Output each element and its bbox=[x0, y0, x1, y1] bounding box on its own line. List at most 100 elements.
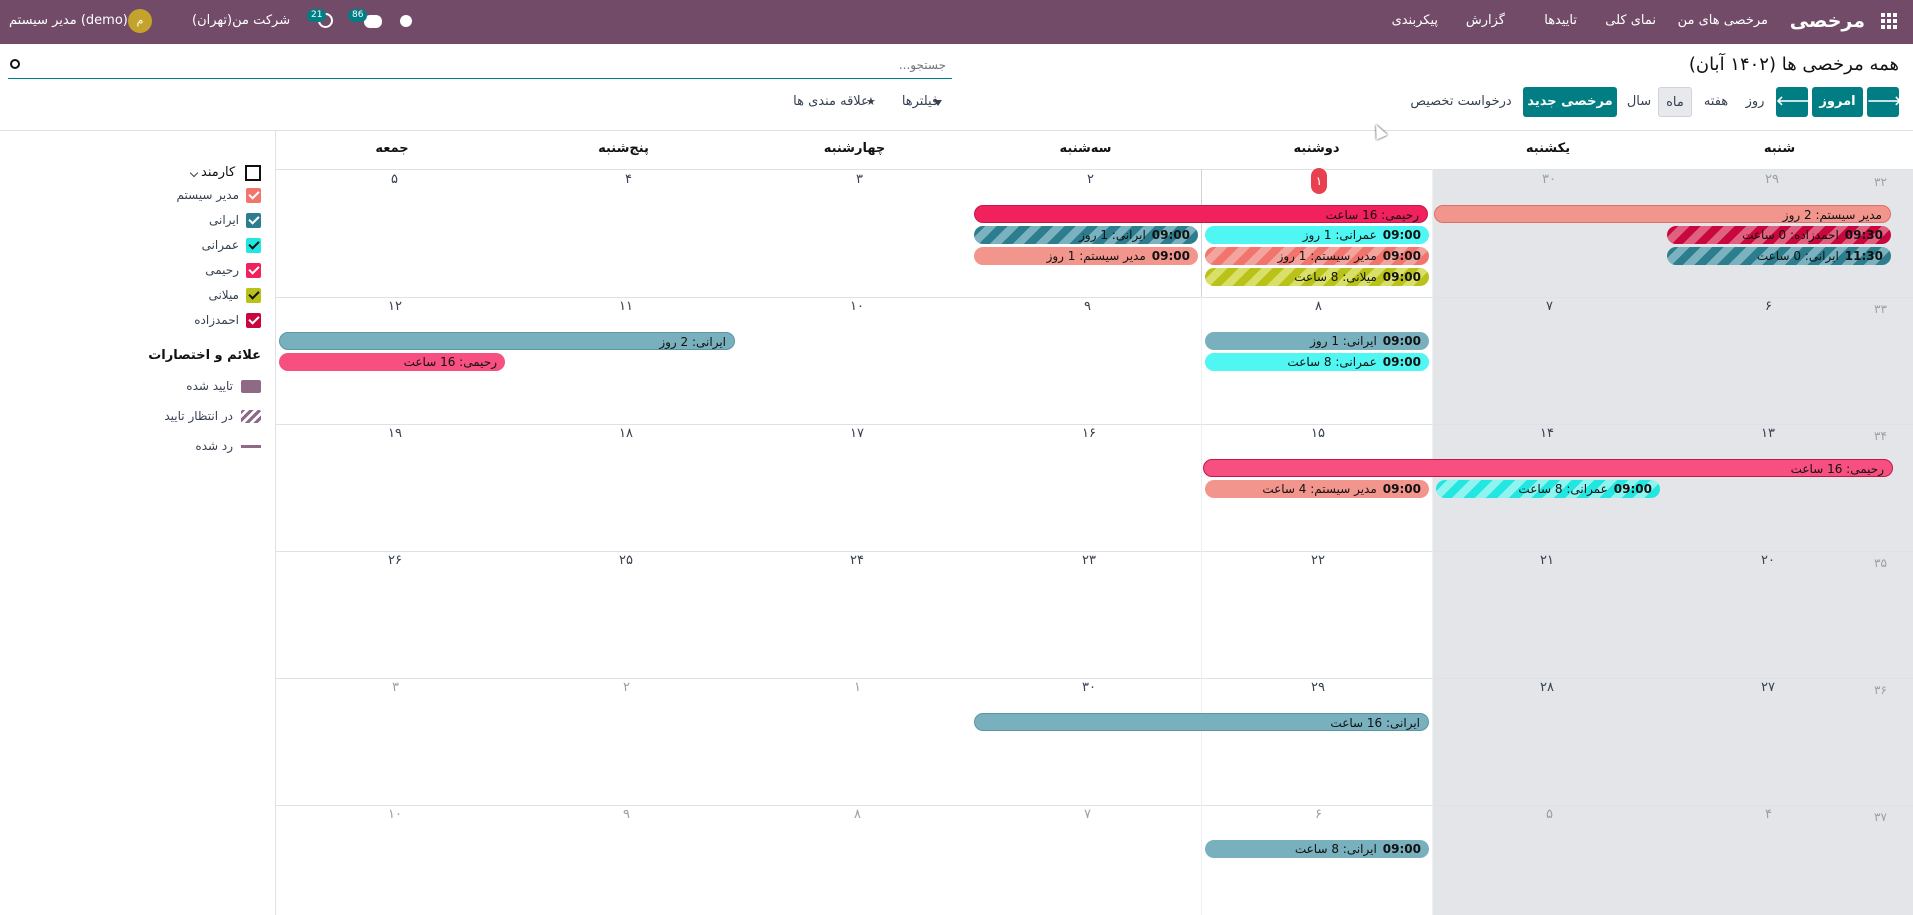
day-number[interactable]: ۸ bbox=[854, 807, 861, 822]
employee-filter-header[interactable]: کارمند bbox=[185, 162, 261, 182]
checkbox[interactable] bbox=[246, 188, 261, 203]
day-number[interactable]: ۳۰ bbox=[1082, 680, 1096, 695]
day-number[interactable]: ۱۲ bbox=[388, 299, 402, 314]
leave-event[interactable]: 09:00 عمرانی: 8 ساعت bbox=[1436, 480, 1660, 498]
leave-event[interactable]: 09:00 عمرانی: 8 ساعت bbox=[1205, 353, 1429, 371]
day-number[interactable]: ۲۴ bbox=[850, 553, 864, 568]
leave-event[interactable]: 09:00 میلانی: 8 ساعت bbox=[1205, 268, 1429, 286]
day-number[interactable]: ۱ bbox=[854, 680, 861, 695]
day-number[interactable]: ۷ bbox=[1546, 299, 1553, 314]
employee-filter-omrani[interactable]: عمرانی bbox=[202, 235, 261, 255]
day-number[interactable]: ۴ bbox=[625, 172, 632, 187]
day-number[interactable]: ۱۸ bbox=[619, 426, 633, 441]
day-number[interactable]: ۲ bbox=[1087, 172, 1094, 187]
day-number[interactable]: ۲۲ bbox=[1311, 553, 1325, 568]
checkbox[interactable] bbox=[246, 238, 261, 253]
search-icon[interactable] bbox=[10, 59, 20, 69]
menu-configuration[interactable]: پیکربندی bbox=[1391, 13, 1438, 28]
user-menu[interactable]: مدیر سیستم (demo) bbox=[9, 13, 128, 28]
leave-event[interactable]: 09:30 احمدزاده: 0 ساعت bbox=[1667, 226, 1891, 244]
leave-event[interactable]: 09:00 مدیر سیستم: 1 روز bbox=[974, 247, 1198, 265]
scale-day-button[interactable]: روز bbox=[1745, 94, 1765, 109]
day-number[interactable]: ۲۱ bbox=[1540, 553, 1554, 568]
day-number[interactable]: ۴ bbox=[1765, 807, 1772, 822]
bug-icon[interactable] bbox=[400, 15, 412, 27]
employee-filter-milani[interactable]: میلانی bbox=[208, 285, 261, 305]
filters-button[interactable]: فیلترها bbox=[901, 94, 939, 109]
day-number[interactable]: ۱۵ bbox=[1311, 426, 1325, 441]
search-input[interactable] bbox=[32, 54, 946, 76]
day-number[interactable]: ۲۷ bbox=[1761, 680, 1775, 695]
leave-event[interactable]: ایرانی: 2 روز bbox=[279, 332, 735, 350]
prev-period-button[interactable]: 🡐 bbox=[1776, 87, 1811, 117]
company-switcher[interactable]: شرکت من(تهران) bbox=[192, 13, 291, 28]
day-number[interactable]: ۹ bbox=[1084, 299, 1091, 314]
day-number[interactable]: ۸ bbox=[1315, 299, 1322, 314]
leave-event[interactable]: 09:00 ایرانی: 1 روز bbox=[974, 226, 1198, 244]
day-number[interactable]: ۱۰ bbox=[850, 299, 864, 314]
app-switcher-icon[interactable] bbox=[1881, 13, 1897, 29]
menu-reporting[interactable]: گزارش bbox=[1465, 13, 1505, 28]
menu-overview[interactable]: نمای کلی bbox=[1605, 13, 1656, 28]
day-number[interactable]: ۱۳ bbox=[1761, 426, 1775, 441]
day-number[interactable]: ۲۹ bbox=[1311, 680, 1325, 695]
employee-filter-modir[interactable]: مدیر سیستم bbox=[177, 185, 261, 205]
day-number[interactable]: ۳ bbox=[856, 172, 863, 187]
select-all-checkbox[interactable] bbox=[245, 164, 261, 181]
chat-icon[interactable] bbox=[364, 15, 382, 28]
today-day-number[interactable]: ۱ bbox=[1311, 168, 1327, 194]
user-avatar[interactable]: م bbox=[128, 9, 152, 33]
menu-approvals[interactable]: تاییدها bbox=[1544, 13, 1577, 28]
day-number[interactable]: ۱۹ bbox=[388, 426, 402, 441]
menu-my-leaves[interactable]: مرخصی های من bbox=[1677, 13, 1768, 28]
day-number[interactable]: ۷ bbox=[1084, 807, 1091, 822]
leave-event[interactable]: مدیر سیستم: 2 روز bbox=[1434, 205, 1891, 223]
day-number[interactable]: ۵ bbox=[391, 172, 398, 187]
day-number[interactable]: ۲۰ bbox=[1761, 553, 1775, 568]
day-number[interactable]: ۱۰ bbox=[388, 807, 402, 822]
employee-filter-ahmadzadeh[interactable]: احمدزاده bbox=[194, 310, 261, 330]
employee-filter-irani[interactable]: ایرانی bbox=[209, 210, 261, 230]
leave-event[interactable]: 09:00 عمرانی: 1 روز bbox=[1205, 226, 1429, 244]
day-number[interactable]: ۲ bbox=[623, 680, 630, 695]
day-number[interactable]: ۹ bbox=[623, 807, 630, 822]
today-button[interactable]: امروز bbox=[1812, 87, 1863, 117]
employee-filter-rahimi[interactable]: رحیمی bbox=[205, 260, 261, 280]
day-number[interactable]: ۳ bbox=[392, 680, 399, 695]
checkbox[interactable] bbox=[246, 288, 261, 303]
checkbox[interactable] bbox=[246, 263, 261, 278]
day-number[interactable]: ۱۶ bbox=[1082, 426, 1096, 441]
leave-event[interactable]: رحیمی: 16 ساعت bbox=[1203, 459, 1893, 477]
leave-event[interactable]: رحیمی: 16 ساعت bbox=[279, 353, 505, 371]
day-number[interactable]: ۱۷ bbox=[850, 426, 864, 441]
leave-event[interactable]: ایرانی: 16 ساعت bbox=[974, 713, 1429, 731]
leave-event[interactable]: 09:00 مدیر سیستم: 1 روز bbox=[1205, 247, 1429, 265]
new-leave-button[interactable]: مرخصی جدید bbox=[1523, 87, 1617, 117]
day-number[interactable]: ۶ bbox=[1315, 807, 1322, 822]
app-name[interactable]: مرخصی bbox=[1789, 10, 1865, 32]
scale-year-button[interactable]: سال bbox=[1626, 94, 1652, 109]
day-number[interactable]: ۵ bbox=[1546, 807, 1553, 822]
leave-event[interactable]: 09:00 ایرانی: 1 روز bbox=[1205, 332, 1429, 350]
day-number[interactable]: ۲۸ bbox=[1540, 680, 1554, 695]
day-number[interactable]: ۲۳ bbox=[1082, 553, 1096, 568]
checkbox[interactable] bbox=[246, 213, 261, 228]
leave-event[interactable]: 09:00 مدیر سیستم: 4 ساعت bbox=[1205, 480, 1429, 498]
day-number[interactable]: ۲۶ bbox=[388, 553, 402, 568]
leave-event[interactable]: 09:00 ایرانی: 8 ساعت bbox=[1205, 840, 1429, 858]
day-number[interactable]: ۲۹ bbox=[1765, 172, 1779, 187]
day-number[interactable]: ۶ bbox=[1765, 299, 1772, 314]
day-number[interactable]: ۱۴ bbox=[1540, 426, 1554, 441]
day-number[interactable]: ۱۱ bbox=[619, 299, 633, 314]
leave-event[interactable]: 11:30 ایرانی: 0 ساعت bbox=[1667, 247, 1891, 265]
leave-event[interactable]: رحیمی: 16 ساعت bbox=[974, 205, 1428, 223]
scale-month-button[interactable]: ماه bbox=[1658, 87, 1692, 117]
day-number[interactable]: ۲۵ bbox=[619, 553, 633, 568]
search-bar[interactable] bbox=[8, 52, 952, 79]
scale-week-button[interactable]: هفته bbox=[1703, 94, 1729, 109]
checkbox[interactable] bbox=[246, 313, 261, 328]
day-number[interactable]: ۳۰ bbox=[1542, 172, 1556, 187]
next-period-button[interactable]: 🡒 bbox=[1867, 87, 1902, 117]
favorites-button[interactable]: علاقه مندی ها bbox=[793, 94, 869, 109]
allocation-request-button[interactable]: درخواست تخصیص bbox=[1410, 94, 1512, 109]
